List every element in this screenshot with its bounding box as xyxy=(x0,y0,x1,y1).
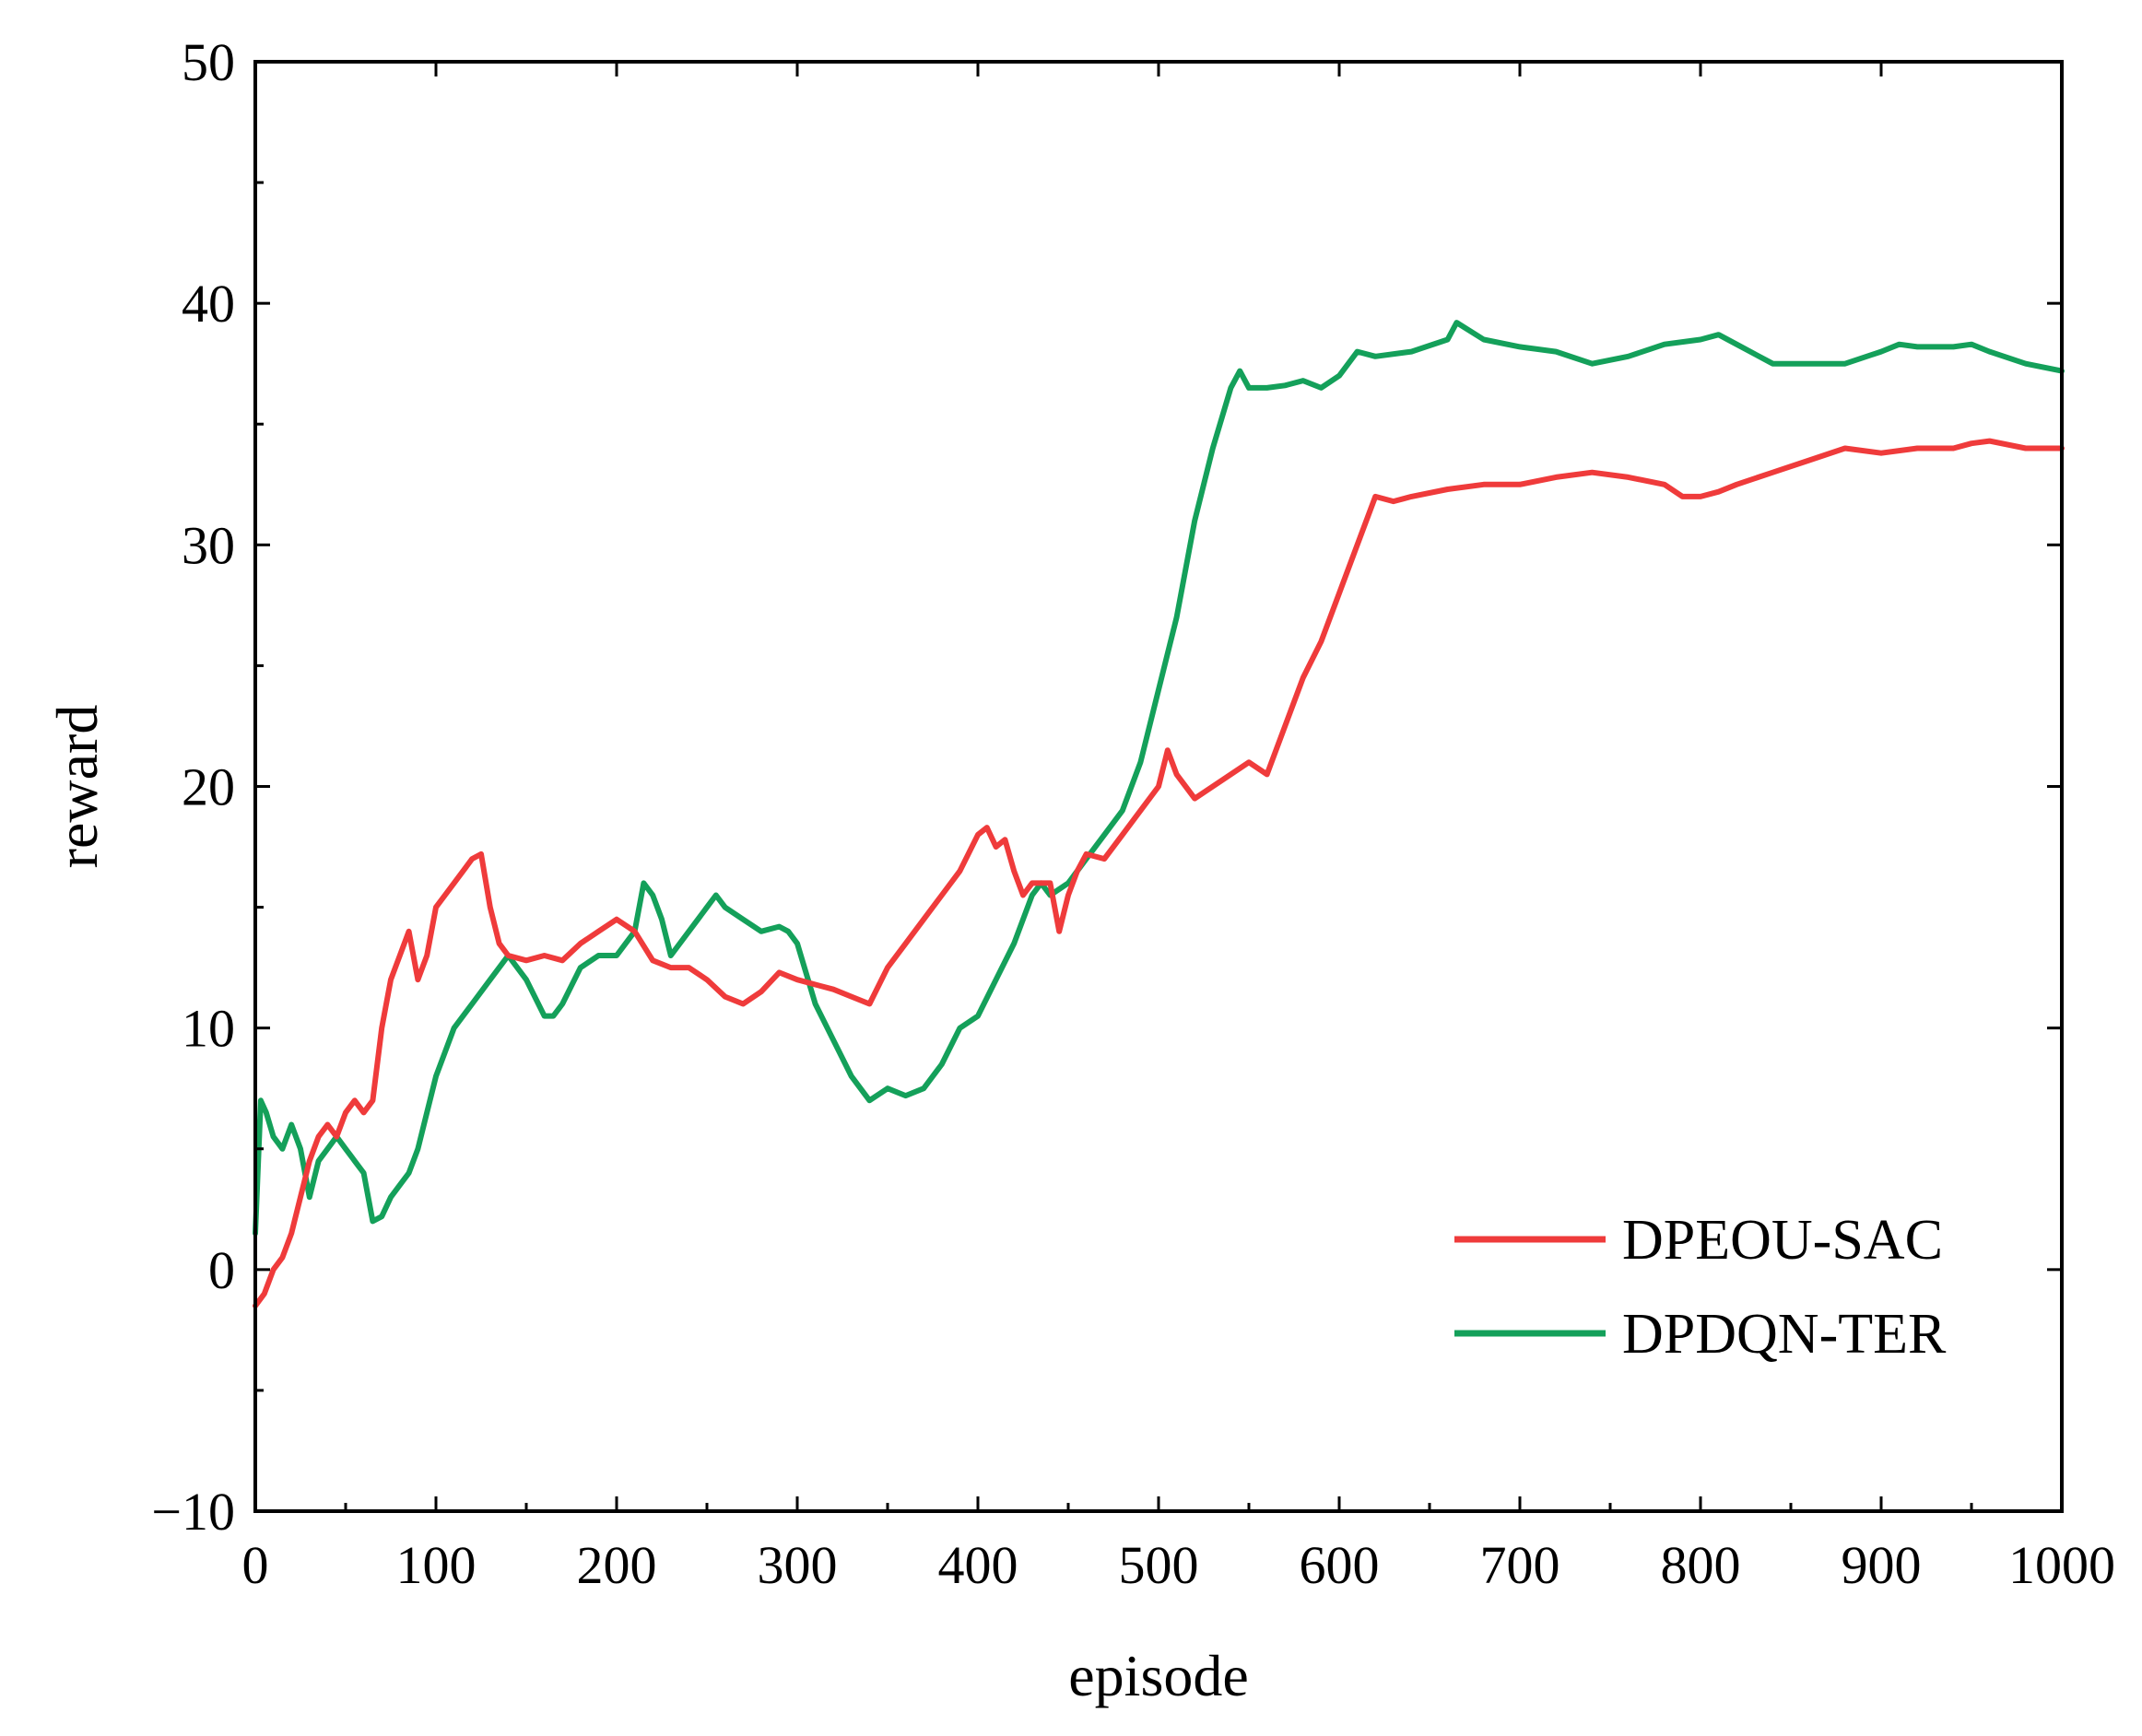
legend-label: DPEOU-SAC xyxy=(1622,1209,1943,1272)
y-tick-label: 10 xyxy=(182,999,235,1059)
x-tick-label: 800 xyxy=(1661,1535,1741,1595)
x-axis-title: episode xyxy=(1068,1643,1249,1708)
legend-label: DPDQN-TER xyxy=(1622,1303,1947,1366)
plot-area xyxy=(253,320,2065,1309)
x-tick-label: 400 xyxy=(938,1535,1018,1595)
y-tick-label: 30 xyxy=(182,515,235,575)
y-tick-label: 20 xyxy=(182,757,235,817)
series-line-dpdqn-ter xyxy=(253,320,2065,1237)
y-axis: −10 0 10 20 30 40 50 xyxy=(151,32,2062,1542)
y-tick-label: 0 xyxy=(208,1240,235,1300)
x-tick-label: 500 xyxy=(1119,1535,1199,1595)
y-tick-label: 50 xyxy=(182,32,235,92)
legend: DPEOU-SAC DPDQN-TER xyxy=(1454,1209,1947,1366)
series-line-dpeou-sac xyxy=(253,438,2065,1309)
x-tick-label: 600 xyxy=(1300,1535,1380,1595)
y-tick-label: −10 xyxy=(151,1482,235,1542)
x-axis: 0 100 200 300 400 500 600 700 800 900 1000 xyxy=(242,62,2115,1595)
x-tick-label: 200 xyxy=(577,1535,657,1595)
x-tick-label: 900 xyxy=(1842,1535,1922,1595)
x-tick-label: 1000 xyxy=(2008,1535,2115,1595)
x-tick-label: 300 xyxy=(758,1535,838,1595)
x-tick-label: 0 xyxy=(242,1535,269,1595)
y-tick-label: 40 xyxy=(182,274,235,334)
y-axis-title: reward xyxy=(44,705,110,869)
x-tick-label: 700 xyxy=(1480,1535,1560,1595)
x-tick-label: 100 xyxy=(396,1535,477,1595)
